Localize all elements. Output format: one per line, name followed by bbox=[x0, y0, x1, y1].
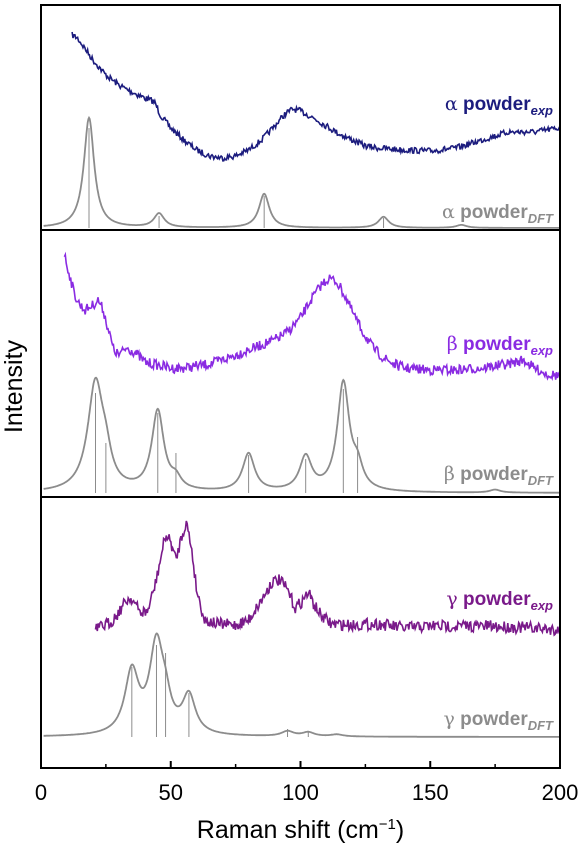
beta-exp-spectrum bbox=[63, 251, 561, 382]
x-tick-label: 150 bbox=[412, 780, 449, 805]
panel-dividers bbox=[41, 229, 560, 498]
alpha-dft-spectrum bbox=[43, 115, 560, 229]
alpha-dft-label: α powderDFT bbox=[442, 201, 554, 226]
beta-dft-label: β powderDFT bbox=[444, 463, 554, 488]
x-tick-label: 100 bbox=[282, 780, 319, 805]
x-axis-title: Raman shift (cm−1) bbox=[197, 816, 404, 844]
gamma-exp-label: γ powderexp bbox=[446, 588, 553, 613]
series-labels: α powderexp α powderDFT β powderexp β powde… bbox=[442, 93, 554, 733]
alpha-exp-label: α powderexp bbox=[445, 93, 553, 118]
gamma-dft-spectrum bbox=[43, 632, 560, 738]
series-group bbox=[43, 31, 561, 738]
x-tick-label: 50 bbox=[159, 780, 183, 805]
gamma-dft-label: γ powderDFT bbox=[444, 708, 555, 733]
beta-exp-label: β powderexp bbox=[447, 333, 553, 358]
beta-dft-spectrum bbox=[43, 376, 560, 494]
plot-frame bbox=[40, 4, 561, 769]
x-axis-ticks: 0 50 100 150 200 bbox=[35, 761, 578, 805]
alpha-exp-spectrum bbox=[71, 31, 561, 162]
x-tick-label: 0 bbox=[35, 780, 47, 805]
x-tick-label: 200 bbox=[542, 780, 579, 805]
gamma-exp-spectrum bbox=[94, 520, 561, 637]
y-axis-title: Intensity bbox=[0, 339, 28, 433]
